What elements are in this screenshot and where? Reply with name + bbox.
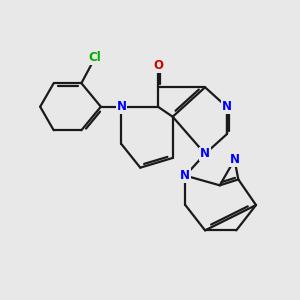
Text: O: O <box>153 59 163 72</box>
Text: N: N <box>222 100 232 113</box>
Text: Cl: Cl <box>88 51 101 64</box>
Text: N: N <box>200 147 210 160</box>
Text: N: N <box>116 100 126 113</box>
Text: N: N <box>180 169 190 182</box>
Text: N: N <box>230 153 239 166</box>
